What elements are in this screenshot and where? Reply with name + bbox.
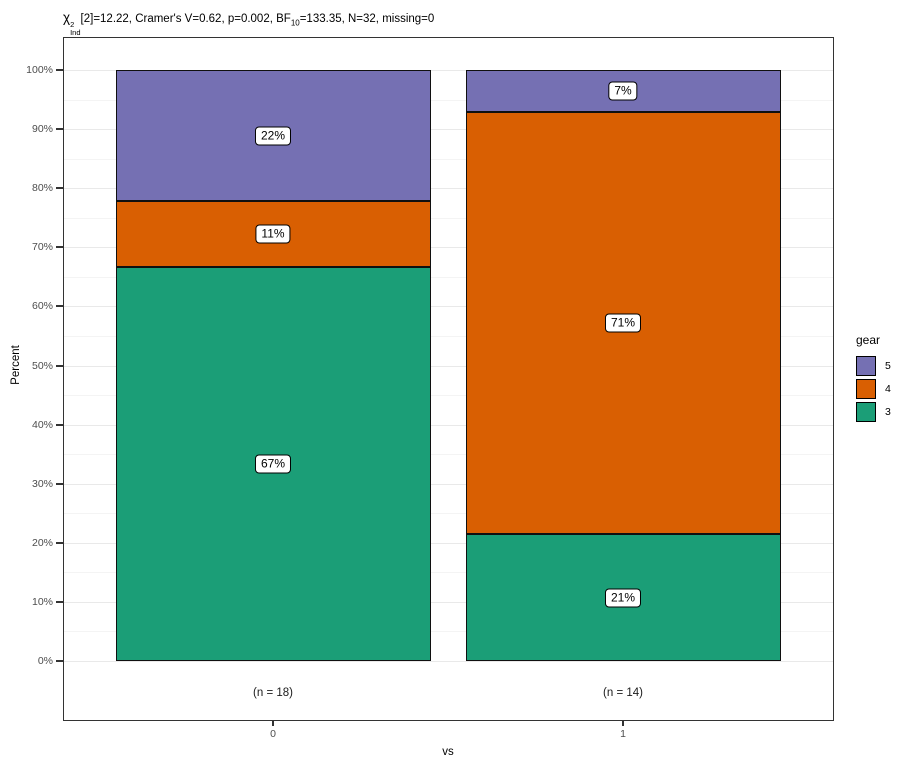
legend-title: gear <box>856 333 881 347</box>
chi-squared-symbol: χ <box>63 10 71 25</box>
chart-title: χ 2 Ind [2]=12.22, Cramer's V=0.62, p=0.002… <box>63 8 434 36</box>
y-axis-tick-label: 20% <box>31 536 53 549</box>
x-axis-tick <box>622 720 624 726</box>
y-gridline-minor <box>63 513 834 515</box>
y-axis-tick <box>56 541 63 544</box>
segment-percentage-label: 22% <box>254 126 292 146</box>
y-gridline-major <box>63 306 834 308</box>
y-axis-tick <box>56 600 63 603</box>
x-axis-tick-label: 1 <box>620 728 626 740</box>
y-gridline-major <box>63 129 834 131</box>
y-gridline-minor <box>63 217 834 219</box>
chi-supsub: 2 Ind <box>70 21 80 36</box>
y-axis-tick <box>56 364 63 367</box>
legend-entries: 5 4 3 <box>856 356 891 422</box>
title-tail-text: =133.35, N=32, missing=0 <box>299 13 435 25</box>
y-axis-tick-label: 10% <box>31 595 53 608</box>
legend-item-gear-3: 3 <box>856 402 891 422</box>
y-axis-tick-label: 30% <box>31 477 53 490</box>
y-gridline-minor <box>63 572 834 574</box>
legend-swatch-icon <box>856 402 876 422</box>
y-axis-tick <box>56 187 63 190</box>
segment-percentage-label: 67% <box>254 454 292 474</box>
legend-entry-label: 5 <box>885 360 891 372</box>
legend-item-gear-4: 4 <box>856 379 891 399</box>
y-gridline-major <box>63 601 834 603</box>
y-gridline-minor <box>63 454 834 456</box>
y-gridline-minor <box>63 158 834 160</box>
y-gridline-major <box>63 661 834 662</box>
chi-superscript: 2 <box>70 20 75 29</box>
y-gridline-major <box>63 542 834 544</box>
y-axis-tick-label: 40% <box>31 418 53 431</box>
bar-segment-gear-4 <box>115 201 431 267</box>
y-axis-tick <box>56 423 63 426</box>
y-axis-tick-label: 60% <box>31 300 53 313</box>
y-axis-tick-label: 90% <box>31 123 53 136</box>
group-count-label: (n = 18) <box>253 687 293 699</box>
y-axis-tick-label: 50% <box>31 359 53 372</box>
legend-swatch-icon <box>856 379 876 399</box>
y-gridline-minor <box>63 276 834 278</box>
y-gridline-major <box>63 365 834 367</box>
legend-swatch-icon <box>856 356 876 376</box>
y-gridline-minor <box>63 335 834 337</box>
y-gridline-minor <box>63 395 834 397</box>
segment-percentage-label: 21% <box>604 588 642 608</box>
group-count-label: (n = 14) <box>603 687 643 699</box>
y-gridline-major <box>63 188 834 190</box>
x-axis-title: vs <box>442 746 454 758</box>
y-gridline-major <box>63 424 834 426</box>
plot-panel: 67% 11% 22% (n = 18) 21% 71% 7% (n = 14) <box>63 37 834 721</box>
y-axis-tick-label: 0% <box>37 655 53 667</box>
chi-subscript: Ind <box>70 27 81 37</box>
x-axis-tick <box>272 720 274 726</box>
y-axis-tick <box>56 482 63 485</box>
y-axis-tick-label: 80% <box>31 182 53 195</box>
legend-entry-label: 4 <box>885 383 891 395</box>
y-axis-tick <box>56 128 63 131</box>
segment-percentage-label: 7% <box>608 81 638 101</box>
y-axis-tick-label: 70% <box>31 241 53 254</box>
legend-entry-label: 3 <box>885 406 891 418</box>
bf-subscript: 10 <box>290 18 300 28</box>
y-gridline-minor <box>63 99 834 101</box>
legend: gear 5 4 3 <box>856 333 891 425</box>
y-gridline-major <box>63 483 834 485</box>
legend-item-gear-5: 5 <box>856 356 891 376</box>
y-gridline-minor <box>63 631 834 633</box>
y-axis-tick <box>56 246 63 249</box>
y-axis-tick <box>56 660 63 662</box>
y-axis-tick <box>56 69 63 71</box>
segment-percentage-label: 11% <box>255 224 291 244</box>
y-axis-tick-label: 100% <box>26 64 53 76</box>
y-gridline-major <box>63 247 834 249</box>
segment-percentage-label: 71% <box>604 313 642 333</box>
title-stats-text: [2]=12.22, Cramer's V=0.62, p=0.002, BF <box>80 13 291 25</box>
y-gridline-major <box>63 70 834 71</box>
x-axis-tick-label: 0 <box>270 728 276 740</box>
y-axis-tick <box>56 305 63 308</box>
